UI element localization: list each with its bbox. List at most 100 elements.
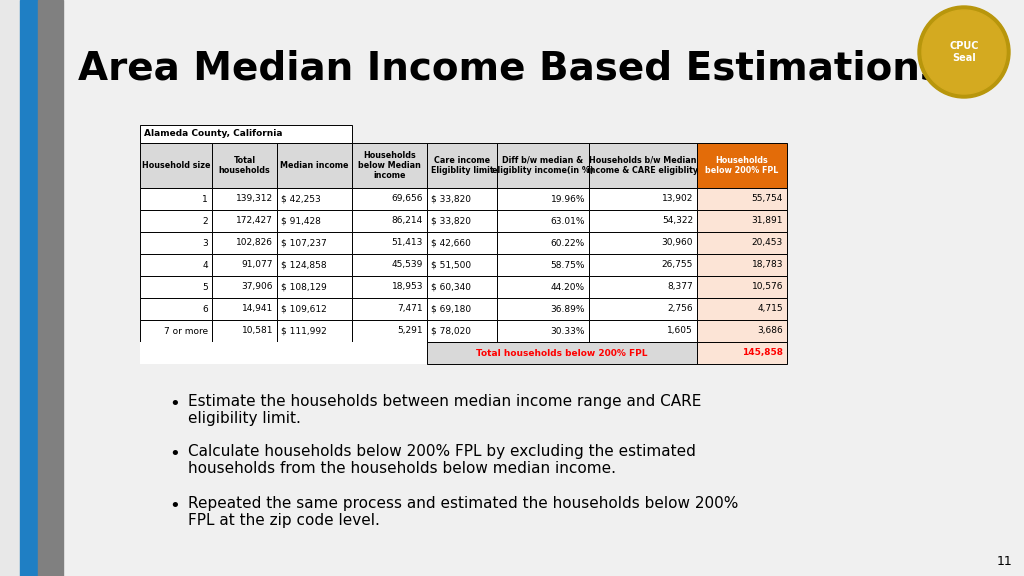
Text: 20,453: 20,453 [752,238,783,248]
Bar [212,188,278,210]
Text: 172,427: 172,427 [237,217,273,225]
Bar [140,143,212,188]
Bar [427,342,697,364]
Bar [140,254,212,276]
Bar [497,143,589,188]
Bar [140,188,212,210]
Text: 5: 5 [203,282,208,291]
Text: 26,755: 26,755 [662,260,693,270]
Text: Total households below 200% FPL: Total households below 200% FPL [476,348,648,358]
Text: Estimate the households between median income range and CARE
eligibility limit.: Estimate the households between median i… [188,394,701,426]
Bar [352,320,427,342]
Bar [497,298,589,320]
Bar [20,0,38,576]
Text: 6: 6 [203,305,208,313]
Bar [352,188,427,210]
Text: 45,539: 45,539 [391,260,423,270]
Text: $ 108,129: $ 108,129 [281,282,327,291]
Text: Area Median Income Based Estimations: Area Median Income Based Estimations [78,49,942,87]
Text: 139,312: 139,312 [236,195,273,203]
Text: Alameda County, California: Alameda County, California [144,130,283,138]
Text: 1: 1 [203,195,208,203]
Text: $ 51,500: $ 51,500 [431,260,471,270]
Text: 145,858: 145,858 [742,348,783,358]
Text: •: • [170,497,180,515]
Bar [497,254,589,276]
Text: $ 124,858: $ 124,858 [281,260,327,270]
Bar [352,342,427,364]
Bar [212,254,278,276]
Bar [140,232,212,254]
Text: 3,686: 3,686 [758,327,783,335]
Text: Households b/w Median
income & CARE eligiblity: Households b/w Median income & CARE elig… [588,156,698,175]
Bar [278,298,352,320]
Bar [38,0,63,576]
Text: 36.89%: 36.89% [551,305,585,313]
Text: 14,941: 14,941 [242,305,273,313]
Text: 5,291: 5,291 [397,327,423,335]
Text: •: • [170,445,180,463]
Bar [589,276,697,298]
Bar [427,143,497,188]
Bar [212,232,278,254]
Text: Median income: Median income [281,161,349,170]
Bar [352,276,427,298]
Text: 60.22%: 60.22% [551,238,585,248]
Text: 54,322: 54,322 [662,217,693,225]
Text: Calculate households below 200% FPL by excluding the estimated
households from t: Calculate households below 200% FPL by e… [188,444,696,476]
Bar [140,125,352,143]
Bar [497,210,589,232]
Bar [212,210,278,232]
Text: $ 60,340: $ 60,340 [431,282,471,291]
Text: 4: 4 [203,260,208,270]
Bar [697,188,787,210]
Bar [427,210,497,232]
Text: 18,953: 18,953 [391,282,423,291]
Bar [140,342,212,364]
Bar [278,342,352,364]
Text: Repeated the same process and estimated the households below 200%
FPL at the zip: Repeated the same process and estimated … [188,496,738,528]
Text: 102,826: 102,826 [236,238,273,248]
Text: 63.01%: 63.01% [551,217,585,225]
Text: 10,581: 10,581 [242,327,273,335]
Text: $ 91,428: $ 91,428 [281,217,321,225]
Bar [212,298,278,320]
Bar [278,254,352,276]
Bar [140,276,212,298]
Text: 1,605: 1,605 [668,327,693,335]
Text: 18,783: 18,783 [752,260,783,270]
Text: 8,377: 8,377 [668,282,693,291]
Bar [697,276,787,298]
Bar [140,320,212,342]
Text: $ 109,612: $ 109,612 [281,305,327,313]
Circle shape [922,10,1006,94]
Text: 58.75%: 58.75% [551,260,585,270]
Text: $ 69,180: $ 69,180 [431,305,471,313]
Text: 4,715: 4,715 [758,305,783,313]
Bar [589,188,697,210]
Text: 51,413: 51,413 [391,238,423,248]
Text: $ 33,820: $ 33,820 [431,217,471,225]
Bar [212,320,278,342]
Bar [427,232,497,254]
Bar [352,143,427,188]
Bar [212,143,278,188]
Bar [352,298,427,320]
Circle shape [918,6,1010,98]
Bar [589,210,697,232]
Text: Total
households: Total households [219,156,270,175]
Text: 37,906: 37,906 [242,282,273,291]
Bar [140,298,212,320]
Bar [697,143,787,188]
Bar [697,232,787,254]
Text: Diff b/w median &
eligiblity income(in %): Diff b/w median & eligiblity income(in %… [493,156,594,175]
Text: $ 42,660: $ 42,660 [431,238,471,248]
Text: 7,471: 7,471 [397,305,423,313]
Bar [697,342,787,364]
Bar [427,188,497,210]
Bar [278,232,352,254]
Text: 2: 2 [203,217,208,225]
Text: Care income
Eligiblity limit: Care income Eligiblity limit [431,156,494,175]
Bar [589,143,697,188]
Text: $ 111,992: $ 111,992 [281,327,327,335]
